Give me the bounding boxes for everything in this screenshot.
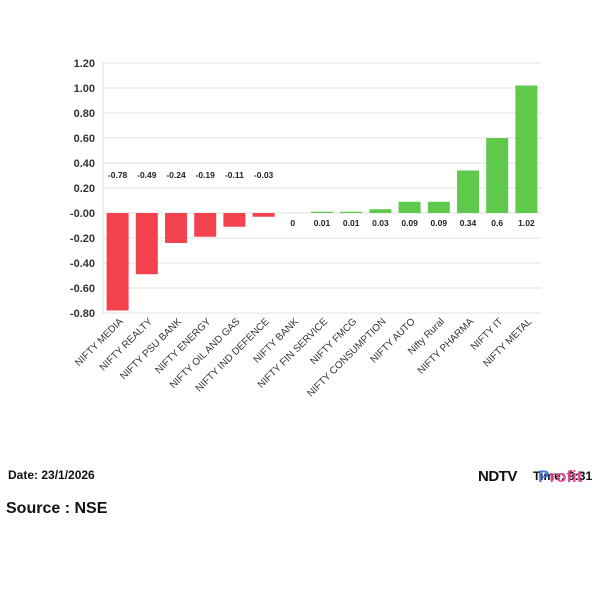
sector-performance-chart: 1.201.000.800.600.400.20-0.00-0.20-0.40-… xyxy=(70,58,541,399)
bar xyxy=(165,213,187,243)
source-label: Source : NSE xyxy=(6,500,108,517)
data-label: -0.03 xyxy=(254,170,274,180)
y-tick-label: -0.80 xyxy=(70,308,95,320)
y-tick-label: -0.40 xyxy=(70,258,95,270)
data-label: 0.09 xyxy=(431,218,448,228)
data-label: 0.09 xyxy=(401,218,418,228)
data-label: 0.6 xyxy=(491,218,503,228)
y-tick-label: 1.20 xyxy=(74,58,95,70)
y-tick-label: -0.20 xyxy=(70,233,95,245)
profit-logo-text: Profit xyxy=(538,467,582,487)
data-label: 0.03 xyxy=(372,218,389,228)
data-label: -0.78 xyxy=(108,170,128,180)
data-label: 0.01 xyxy=(343,218,360,228)
data-label: -0.11 xyxy=(225,170,244,180)
ndtv-logo-text: NDTV xyxy=(478,468,517,485)
y-tick-label: -0.60 xyxy=(70,283,95,295)
time-label: Time: 9:31 xyxy=(533,469,593,483)
y-tick-label: -0.00 xyxy=(70,208,95,220)
bar xyxy=(106,213,129,311)
bar xyxy=(340,211,363,213)
bar xyxy=(311,211,333,213)
profit-logo-rest: rofit xyxy=(549,467,583,486)
bar xyxy=(515,85,538,213)
date-label: Date: 23/1/2026 xyxy=(8,468,95,482)
data-label: 1.02 xyxy=(518,218,535,228)
bar xyxy=(369,209,392,213)
y-axis-ticks: 1.20 1.00 0.80 0.60 0.40 0.20 -0.00 -0.20 -0.40 -… xyxy=(70,58,95,320)
bar xyxy=(457,170,479,213)
y-tick-label: 1.00 xyxy=(74,83,95,95)
ndtv-profit-logo: NDTV Time: 9:31 Profit xyxy=(478,467,596,490)
data-label: 0.34 xyxy=(460,218,477,228)
y-tick-label: 0.80 xyxy=(74,108,95,120)
y-tick-label: 0.20 xyxy=(74,183,95,195)
grid-lines xyxy=(102,62,541,314)
bar xyxy=(135,213,158,275)
data-label: 0 xyxy=(290,218,295,228)
x-tick-label: NIFTY PHARMA xyxy=(416,316,477,377)
bars xyxy=(106,85,538,311)
data-label: -0.49 xyxy=(137,170,157,180)
data-labels: -0.78 -0.49 -0.24 -0.19 -0.11 -0.03 0 0.01 0.01 0… xyxy=(108,170,535,228)
data-label: 0.01 xyxy=(314,218,331,228)
data-label: -0.24 xyxy=(166,170,186,180)
bar xyxy=(194,213,217,237)
data-label: -0.19 xyxy=(196,170,216,180)
bar xyxy=(427,201,450,213)
y-tick-label: 0.60 xyxy=(74,133,95,145)
profit-logo-first-letter: P xyxy=(538,467,550,486)
bar xyxy=(486,138,509,213)
bar xyxy=(398,201,421,213)
bar xyxy=(252,213,275,217)
y-tick-label: 0.40 xyxy=(74,158,95,170)
bar xyxy=(223,213,246,227)
